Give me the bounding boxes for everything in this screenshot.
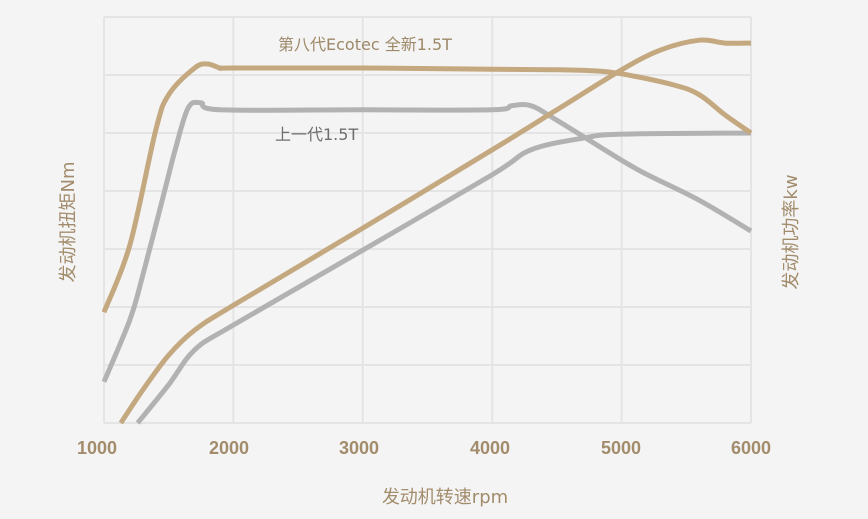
x-tick: 6000	[730, 438, 772, 458]
series-line	[135, 130, 752, 425]
series-lines	[101, 37, 753, 425]
x-tick: 2000	[208, 438, 250, 458]
x-tick: 3000	[338, 438, 380, 458]
y-axis-label-left: 发动机扭矩Nm	[58, 161, 79, 283]
x-axis-label: 发动机转速rpm	[381, 487, 509, 508]
x-tick: 1000	[76, 438, 118, 458]
x-tick: 5000	[600, 438, 642, 458]
series-line	[101, 99, 753, 383]
annotation-new-engine: 第八代Ecotec 全新1.5T	[278, 35, 452, 54]
y-axis-label-right: 发动机功率kw	[781, 174, 802, 290]
annotation-old-engine: 上一代1.5T	[275, 125, 359, 144]
series-line	[101, 61, 753, 314]
x-tick: 4000	[469, 438, 511, 458]
series-line	[118, 37, 752, 425]
